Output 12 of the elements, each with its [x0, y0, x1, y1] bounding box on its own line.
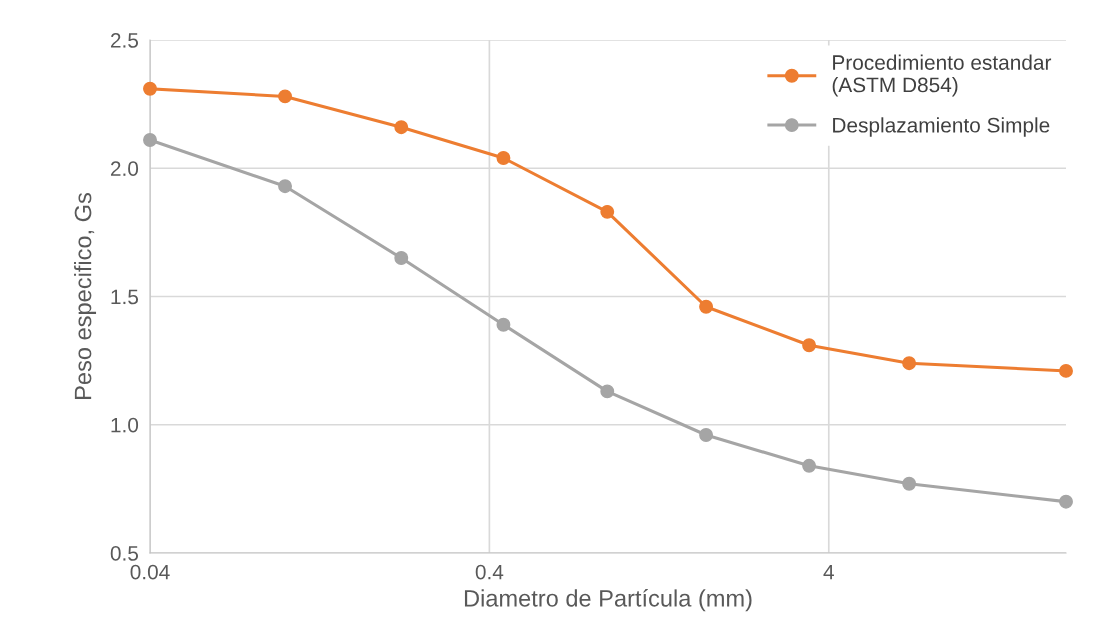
x-tick-label: 0.04: [130, 564, 170, 580]
y-tick-label: 1.0: [111, 417, 139, 433]
legend-label: Desplazamiento Simple: [833, 117, 1050, 137]
x-tick-label: 4: [823, 564, 834, 580]
y-tick-label: 2.0: [110, 161, 139, 176]
y-axis-title: Peso especifico, Gs: [74, 193, 97, 399]
x-tick-label: 0.4: [475, 564, 504, 580]
x-axis-title: Diametro de Partícula (mm): [464, 589, 752, 612]
y-tick-label: 1.5: [111, 289, 139, 305]
y-tick-label: 2.5: [110, 33, 139, 48]
legend-label: Procedimiento estandar (ASTM D854): [832, 54, 1052, 97]
y-tick-label: 0.5: [110, 546, 139, 561]
